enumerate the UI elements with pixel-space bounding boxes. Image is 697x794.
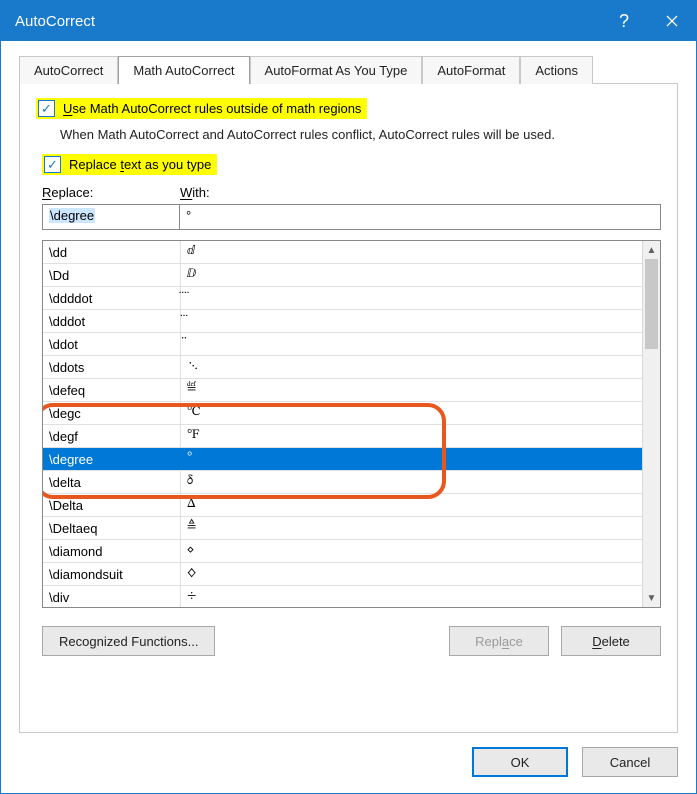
table-row[interactable]: \dddot⃛ xyxy=(43,310,642,333)
table-row[interactable]: \deltaδ xyxy=(43,471,642,494)
table-row[interactable]: \diamondsuit♢ xyxy=(43,563,642,586)
replace-button[interactable]: Replace xyxy=(449,626,549,656)
table-row[interactable]: \ddddot⃜ xyxy=(43,287,642,310)
scroll-up-icon[interactable]: ▲ xyxy=(643,241,660,259)
column-headers: Replace: With: xyxy=(42,185,661,200)
list-scrollbar[interactable]: ▲ ▼ xyxy=(642,241,660,607)
replace-cell: \Delta xyxy=(43,494,181,516)
with-cell: ♢ xyxy=(181,563,642,585)
table-row[interactable]: \diamond⋄ xyxy=(43,540,642,563)
checkbox-use-outside-label: Use Math AutoCorrect rules outside of ma… xyxy=(63,101,361,116)
checkbox-replace-as-type-label: Replace text as you type xyxy=(69,157,211,172)
with-cell: ÷ xyxy=(181,586,642,607)
scroll-down-icon[interactable]: ▼ xyxy=(643,589,660,607)
with-cell: ̈ xyxy=(181,333,642,355)
with-cell: ⋄ xyxy=(181,540,642,562)
table-row[interactable]: \degc℃ xyxy=(43,402,642,425)
close-button[interactable] xyxy=(648,1,696,41)
replace-cell: \degree xyxy=(43,448,181,470)
scroll-thumb[interactable] xyxy=(645,259,658,349)
replacement-list: \ddⅆ\Ddⅅ\ddddot⃜\dddot⃛\ddoẗ\ddots⋱\def… xyxy=(42,240,661,608)
checkbox-replace-as-type-row[interactable]: ✓ Replace text as you type xyxy=(42,154,217,175)
tab-math-autocorrect[interactable]: Math AutoCorrect xyxy=(118,56,249,84)
with-cell: ⃜ xyxy=(181,287,642,309)
tabstrip: AutoCorrect Math AutoCorrect AutoFormat … xyxy=(19,55,678,83)
dialog-window: AutoCorrect ? AutoCorrect Math AutoCorre… xyxy=(0,0,697,794)
delete-button[interactable]: Delete xyxy=(561,626,661,656)
table-row[interactable]: \ddoẗ xyxy=(43,333,642,356)
table-row[interactable]: \ddⅆ xyxy=(43,241,642,264)
with-cell: ℃ xyxy=(181,402,642,424)
replace-input[interactable]: \degree xyxy=(42,204,180,230)
checkbox-use-outside[interactable]: ✓ xyxy=(38,100,55,117)
with-cell: ⅅ xyxy=(181,264,642,286)
tab-autoformat-as-you-type[interactable]: AutoFormat As You Type xyxy=(250,56,423,84)
replace-cell: \diamond xyxy=(43,540,181,562)
checkbox-use-outside-row[interactable]: ✓ Use Math AutoCorrect rules outside of … xyxy=(36,98,367,119)
tab-panel: ✓ Use Math AutoCorrect rules outside of … xyxy=(19,83,678,733)
with-cell: δ xyxy=(181,471,642,493)
window-title: AutoCorrect xyxy=(15,13,95,30)
titlebar: AutoCorrect ? xyxy=(1,1,696,41)
table-row[interactable]: \defeq≝ xyxy=(43,379,642,402)
with-cell: ⅆ xyxy=(181,241,642,263)
dialog-buttons: OK Cancel xyxy=(19,733,678,777)
table-row[interactable]: \degf℉ xyxy=(43,425,642,448)
with-cell: ⋱ xyxy=(181,356,642,378)
replace-cell: \diamondsuit xyxy=(43,563,181,585)
client-area: AutoCorrect Math AutoCorrect AutoFormat … xyxy=(1,41,696,793)
replace-cell: \Deltaeq xyxy=(43,517,181,539)
list-body[interactable]: \ddⅆ\Ddⅅ\ddddot⃜\dddot⃛\ddoẗ\ddots⋱\def… xyxy=(43,241,642,607)
with-cell: ⃛ xyxy=(181,310,642,332)
table-row[interactable]: \ddots⋱ xyxy=(43,356,642,379)
replace-cell: \Dd xyxy=(43,264,181,286)
with-input[interactable]: ° xyxy=(179,204,661,230)
tab-actions[interactable]: Actions xyxy=(520,56,593,84)
replace-cell: \ddot xyxy=(43,333,181,355)
tab-autocorrect[interactable]: AutoCorrect xyxy=(19,56,118,84)
with-column-header: With: xyxy=(180,185,661,200)
replace-cell: \dddot xyxy=(43,310,181,332)
with-cell: Δ xyxy=(181,494,642,516)
table-row[interactable]: \degree° xyxy=(43,448,642,471)
checkbox-replace-as-type[interactable]: ✓ xyxy=(44,156,61,173)
with-cell: ≝ xyxy=(181,379,642,401)
replace-cell: \degc xyxy=(43,402,181,424)
conflict-info-text: When Math AutoCorrect and AutoCorrect ru… xyxy=(36,123,661,154)
with-cell: ≜ xyxy=(181,517,642,539)
with-cell: ℉ xyxy=(181,425,642,447)
replace-cell: \dd xyxy=(43,241,181,263)
table-row[interactable]: \Ddⅅ xyxy=(43,264,642,287)
replace-cell: \ddots xyxy=(43,356,181,378)
replace-cell: \delta xyxy=(43,471,181,493)
input-row: \degree ° xyxy=(42,204,661,230)
scroll-track[interactable] xyxy=(643,259,660,589)
table-row[interactable]: \Deltaeq≜ xyxy=(43,517,642,540)
replace-cell: \degf xyxy=(43,425,181,447)
table-row[interactable]: \DeltaΔ xyxy=(43,494,642,517)
panel-buttons: Recognized Functions... Replace Delete xyxy=(42,626,661,656)
close-icon xyxy=(666,15,678,27)
tab-autoformat[interactable]: AutoFormat xyxy=(422,56,520,84)
replace-column-header: Replace: xyxy=(42,185,180,200)
replace-cell: \ddddot xyxy=(43,287,181,309)
with-cell: ° xyxy=(181,448,642,470)
cancel-button[interactable]: Cancel xyxy=(582,747,678,777)
recognized-functions-button[interactable]: Recognized Functions... xyxy=(42,626,215,656)
table-row[interactable]: \div÷ xyxy=(43,586,642,607)
help-button[interactable]: ? xyxy=(600,1,648,41)
ok-button[interactable]: OK xyxy=(472,747,568,777)
replace-cell: \div xyxy=(43,586,181,607)
replace-cell: \defeq xyxy=(43,379,181,401)
